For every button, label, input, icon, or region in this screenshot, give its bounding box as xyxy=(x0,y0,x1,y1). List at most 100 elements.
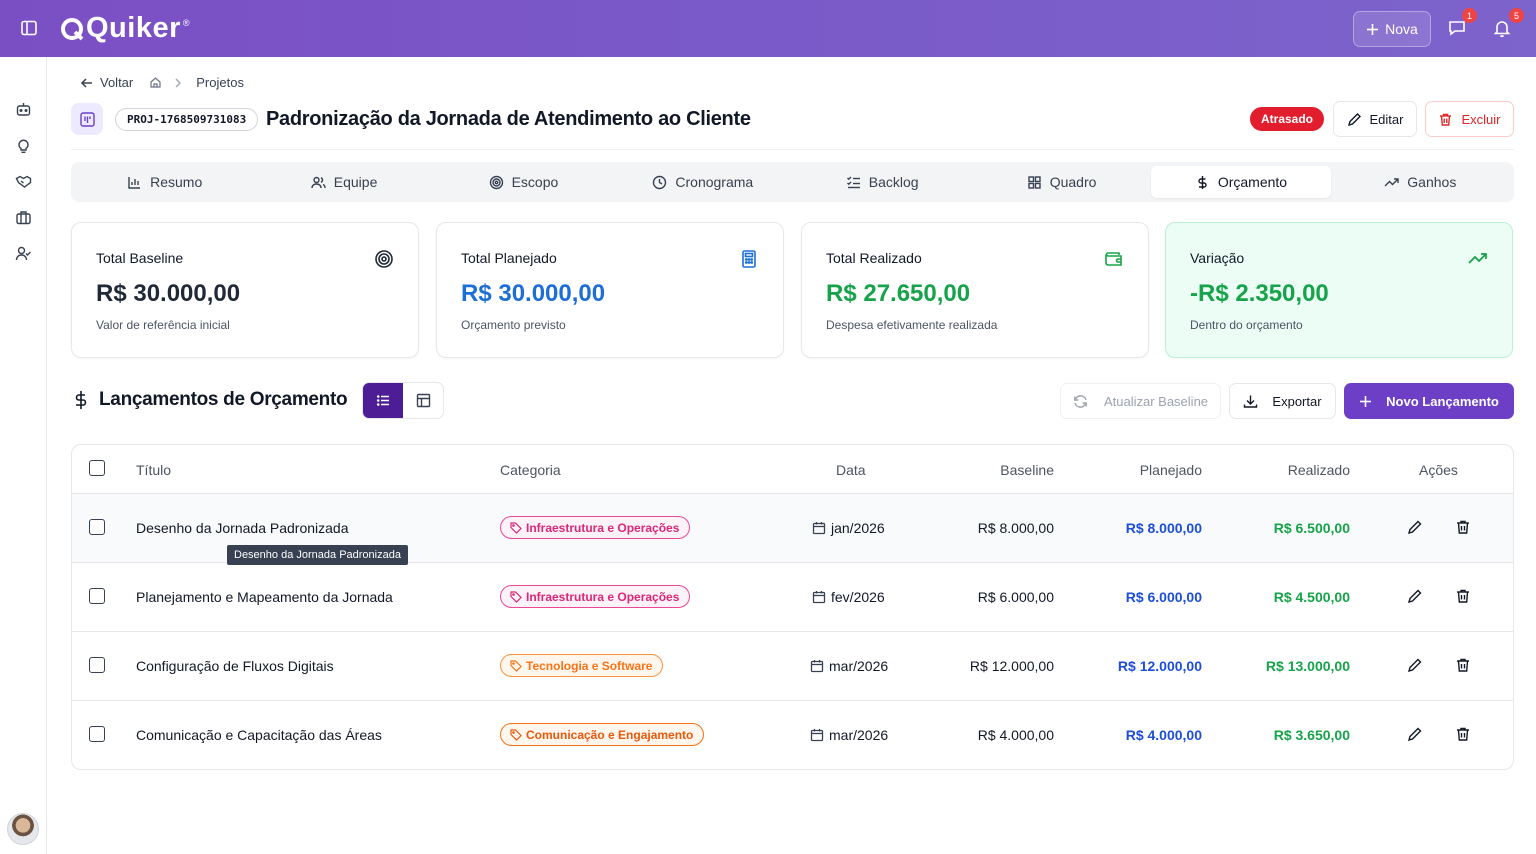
trash-icon[interactable] xyxy=(1455,726,1471,742)
tab-label: Orçamento xyxy=(1217,174,1288,190)
col-header-category[interactable]: Categoria xyxy=(500,462,561,478)
delete-button[interactable]: Excluir xyxy=(1425,101,1514,137)
app-logo[interactable]: Quiker ® xyxy=(58,12,190,45)
logo-text: Quiker xyxy=(86,12,181,44)
new-entry-label: Novo Lançamento xyxy=(1386,393,1499,409)
tab-resumo[interactable]: Resumo xyxy=(75,166,254,198)
tab-cronograma[interactable]: Cronograma xyxy=(613,166,792,198)
card-subtitle: Valor de referência inicial xyxy=(96,318,230,332)
new-entry-button[interactable]: Novo Lançamento xyxy=(1344,383,1514,419)
trash-icon[interactable] xyxy=(1455,657,1471,673)
briefcase-icon[interactable] xyxy=(15,209,32,226)
col-header-title[interactable]: Título xyxy=(136,462,172,478)
logo-registered-mark: ® xyxy=(182,17,190,28)
row-title[interactable]: Desenho da Jornada Padronizada xyxy=(136,520,349,536)
tab-label: Equipe xyxy=(333,174,378,190)
breadcrumb-current[interactable]: Projetos xyxy=(196,75,244,90)
messages-icon[interactable] xyxy=(1447,18,1467,38)
export-button-label: Exportar xyxy=(1272,393,1322,409)
tab-quadro[interactable]: Quadro xyxy=(972,166,1151,198)
user-check-icon[interactable] xyxy=(15,245,32,262)
row-planned: R$ 4.000,00 xyxy=(1125,727,1202,743)
clock-icon xyxy=(653,175,667,189)
edit-icon[interactable] xyxy=(1407,519,1423,535)
header-divider xyxy=(71,149,1514,150)
row-title[interactable]: Configuração de Fluxos Digitais xyxy=(136,658,334,674)
row-checkbox[interactable] xyxy=(89,588,105,604)
row-title[interactable]: Comunicação e Capacitação das Áreas xyxy=(136,727,382,743)
row-date: jan/2026 xyxy=(812,520,885,536)
calendar-icon xyxy=(812,591,826,604)
category-tag: Comunicação e Engajamento xyxy=(500,723,705,746)
edit-icon[interactable] xyxy=(1407,657,1423,673)
tab-ganhos[interactable]: Ganhos xyxy=(1331,166,1510,198)
edit-icon[interactable] xyxy=(1407,726,1423,742)
delete-button-label: Excluir xyxy=(1461,111,1501,127)
calendar-icon xyxy=(812,522,826,535)
trending-up-icon xyxy=(1384,177,1399,186)
card-subtitle: Dentro do orçamento xyxy=(1190,318,1303,332)
handshake-icon[interactable] xyxy=(15,173,32,190)
tab-escopo[interactable]: Escopo xyxy=(434,166,613,198)
category-tag-label: Tecnologia e Software xyxy=(526,658,653,673)
notifications-badge: 5 xyxy=(1509,8,1524,23)
row-checkbox[interactable] xyxy=(89,657,105,673)
trash-icon[interactable] xyxy=(1455,519,1471,535)
col-header-baseline[interactable]: Baseline xyxy=(1000,462,1054,478)
back-link-label: Voltar xyxy=(100,75,134,90)
view-toggle xyxy=(362,382,444,419)
lightbulb-icon[interactable] xyxy=(15,137,32,154)
list-view-button[interactable] xyxy=(363,383,403,418)
row-checkbox[interactable] xyxy=(89,726,105,742)
bell-icon[interactable] xyxy=(1492,18,1512,38)
table-row[interactable]: Comunicação e Capacitação das Áreas Comu… xyxy=(72,700,1513,769)
sidebar-toggle-icon[interactable] xyxy=(20,19,38,37)
category-tag: Infraestrutura e Operações xyxy=(500,516,691,539)
row-title[interactable]: Planejamento e Mapeamento da Jornada xyxy=(136,589,393,605)
table-row[interactable]: Configuração de Fluxos Digitais Tecnolog… xyxy=(72,631,1513,700)
card-value: R$ 30.000,00 xyxy=(461,280,606,307)
edit-button[interactable]: Editar xyxy=(1333,101,1417,137)
card-value: -R$ 2.350,00 xyxy=(1190,280,1329,307)
grid-icon xyxy=(1028,175,1041,189)
tab-label: Backlog xyxy=(868,174,919,190)
user-avatar[interactable] xyxy=(7,813,39,845)
col-header-actual[interactable]: Realizado xyxy=(1287,462,1350,478)
tab-backlog[interactable]: Backlog xyxy=(793,166,972,198)
trash-icon[interactable] xyxy=(1455,588,1471,604)
select-all-checkbox[interactable] xyxy=(89,460,105,476)
refresh-baseline-button[interactable]: Atualizar Baseline xyxy=(1060,383,1221,419)
row-planned: R$ 8.000,00 xyxy=(1125,520,1202,536)
edit-icon[interactable] xyxy=(1407,588,1423,604)
row-date-label: jan/2026 xyxy=(831,520,885,536)
trash-icon xyxy=(1440,113,1452,126)
top-bar: Quiker ® Nova 1 5 xyxy=(0,0,1536,57)
arrow-left-icon xyxy=(80,77,92,88)
calendar-icon xyxy=(810,660,824,673)
card-label: Total Baseline xyxy=(96,250,184,266)
bot-icon[interactable] xyxy=(15,101,32,118)
row-planned: R$ 6.000,00 xyxy=(1125,589,1202,605)
tab-equipe[interactable]: Equipe xyxy=(254,166,433,198)
card-total-baseline: Total Baseline R$ 30.000,00 Valor de ref… xyxy=(71,222,419,358)
calendar-icon xyxy=(810,729,824,742)
card-subtitle: Despesa efetivamente realizada xyxy=(826,318,998,332)
col-header-actions: Ações xyxy=(1419,462,1458,478)
table-row[interactable]: Planejamento e Mapeamento da Jornada Inf… xyxy=(72,562,1513,631)
new-button[interactable]: Nova xyxy=(1353,11,1431,47)
download-icon xyxy=(1244,395,1258,408)
tag-icon xyxy=(510,659,522,672)
row-baseline: R$ 12.000,00 xyxy=(969,658,1054,674)
export-button[interactable]: Exportar xyxy=(1229,383,1336,419)
breadcrumb: Voltar Projetos xyxy=(80,75,244,90)
col-header-date[interactable]: Data xyxy=(836,462,866,478)
back-link[interactable]: Voltar xyxy=(80,75,133,90)
tab-orcamento[interactable]: Orçamento xyxy=(1151,166,1331,198)
table-view-button[interactable] xyxy=(403,383,443,418)
row-checkbox[interactable] xyxy=(89,519,105,535)
wallet-icon xyxy=(1105,252,1122,266)
category-tag-label: Infraestrutura e Operações xyxy=(526,520,680,535)
col-header-planned[interactable]: Planejado xyxy=(1139,462,1202,478)
home-icon[interactable] xyxy=(149,76,162,89)
plus-icon xyxy=(1360,395,1372,407)
